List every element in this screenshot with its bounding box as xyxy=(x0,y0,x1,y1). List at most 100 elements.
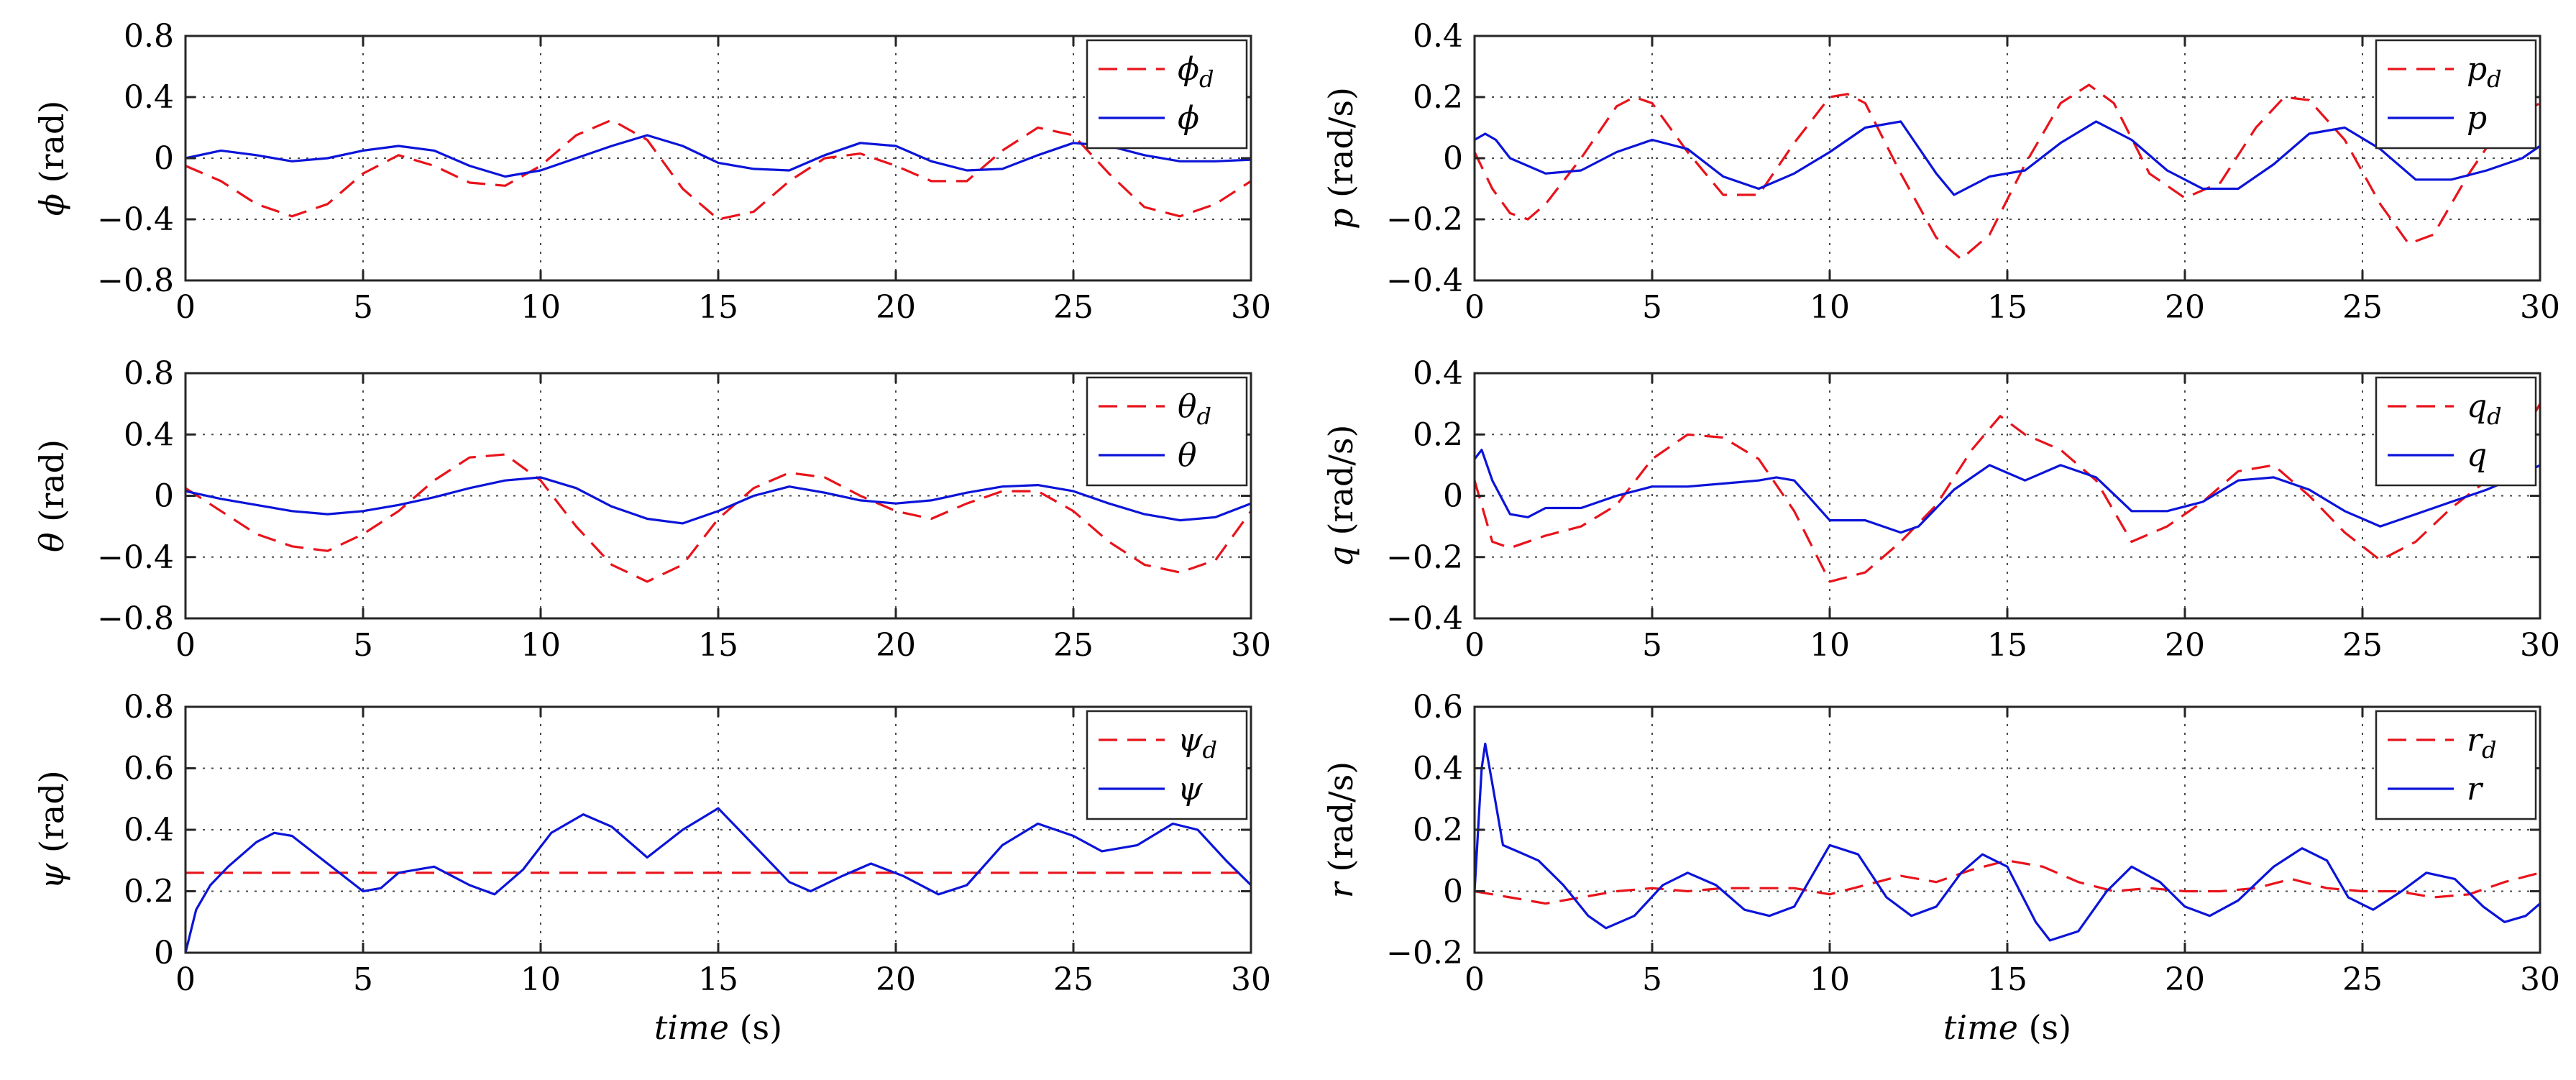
legend-subscript: d xyxy=(1197,403,1211,430)
x-tick-label: 0 xyxy=(175,627,196,664)
y-tick-label: −0.8 xyxy=(97,600,174,637)
legend-symbol: ψ xyxy=(1178,771,1203,807)
legend-label: pd xyxy=(2467,51,2502,93)
x-tick-label: 30 xyxy=(2520,961,2560,998)
series-line-psi-actual xyxy=(184,807,1252,953)
x-tick-label: 30 xyxy=(1231,961,1271,998)
series-line-phi-actual xyxy=(185,134,1252,178)
series-line-r-desired xyxy=(1474,859,2541,905)
legend: θdθ xyxy=(1086,376,1248,487)
y-axis-label: θ (rad) xyxy=(32,439,71,552)
y-tick-label: 0.4 xyxy=(124,812,174,848)
series-line-phi-desired xyxy=(185,119,1252,221)
x-tick-label: 5 xyxy=(353,289,373,326)
series-line-theta-desired xyxy=(185,453,1252,583)
x-axis-main: time xyxy=(1943,1008,2018,1047)
x-tick-label: 0 xyxy=(175,289,196,326)
legend-symbol: p xyxy=(2467,100,2487,137)
y-tick-label: 0 xyxy=(1443,478,1463,515)
legend-box xyxy=(1086,710,1248,820)
y-tick-label: −0.4 xyxy=(1386,600,1463,637)
y-tick-label: 0.2 xyxy=(124,874,174,910)
x-tick-label: 5 xyxy=(1642,961,1662,998)
legend: pdp xyxy=(2375,39,2537,150)
panel-q: 0 5 10 15 20 25 30−0.4−0.200.20.4q (rad/s)qdq xyxy=(1321,355,2560,664)
legend-label: q xyxy=(2467,437,2487,474)
x-tick-label: 0 xyxy=(1465,289,1485,326)
y-axis-symbol: ϕ xyxy=(32,193,71,216)
y-axis-label: ϕ (rad) xyxy=(32,101,71,216)
x-tick-label: 20 xyxy=(2165,627,2205,664)
y-axis-label: r (rad/s) xyxy=(1321,761,1360,898)
panel-theta: 0 5 10 15 20 25 30−0.8−0.400.40.8θ (rad)θdθ xyxy=(32,355,1271,664)
x-tick-label: 25 xyxy=(1053,289,1094,326)
legend-symbol: ϕ xyxy=(1178,100,1199,137)
legend-symbol: p xyxy=(2467,51,2487,88)
legend-symbol: r xyxy=(2467,722,2484,759)
x-tick-label: 0 xyxy=(1465,961,1485,998)
legend-label: p xyxy=(2467,100,2487,137)
y-axis-symbol: θ xyxy=(32,532,71,552)
y-tick-label: 0 xyxy=(1443,140,1463,177)
y-tick-label: 0.4 xyxy=(124,79,174,116)
y-tick-label: −0.4 xyxy=(97,539,174,576)
panel-r: 0 5 10 15 20 25 30−0.200.20.40.6r (rad/s)time … xyxy=(1321,689,2560,1047)
legend-symbol: q xyxy=(2467,388,2487,425)
x-axis-main: time xyxy=(654,1008,729,1047)
legend-label: rd xyxy=(2467,722,2497,764)
legend-subscript: d xyxy=(2487,65,2501,93)
x-tick-label: 5 xyxy=(353,627,373,664)
legend-label: ψ xyxy=(1178,771,1203,807)
y-axis-unit: (rad/s) xyxy=(1321,761,1360,882)
legend-symbol: ϕ xyxy=(1178,51,1199,88)
legend-label: θd xyxy=(1178,388,1211,430)
x-tick-label: 5 xyxy=(1642,627,1662,664)
y-tick-label: 0.2 xyxy=(1413,812,1463,848)
series-line-r-actual xyxy=(1473,742,2541,942)
y-axis-symbol: r xyxy=(1321,880,1360,898)
x-tick-label: 30 xyxy=(2520,289,2560,326)
legend-label: ϕd xyxy=(1178,51,1214,93)
x-axis-unit: (s) xyxy=(2018,1008,2071,1047)
x-tick-label: 10 xyxy=(1810,961,1850,998)
series-line-q-desired xyxy=(1473,403,2541,583)
x-tick-label: 15 xyxy=(1987,627,2027,664)
y-tick-label: 0.6 xyxy=(1413,689,1463,726)
legend-label: ψd xyxy=(1178,722,1217,764)
x-tick-label: 30 xyxy=(1231,627,1271,664)
y-axis-symbol: q xyxy=(1321,546,1360,567)
x-tick-label: 25 xyxy=(2342,289,2383,326)
legend-symbol: θ xyxy=(1178,388,1197,425)
y-tick-label: 0.2 xyxy=(1413,416,1463,453)
x-axis-label: time (s) xyxy=(1943,1008,2071,1047)
y-axis-unit: (rad/s) xyxy=(1321,87,1360,208)
x-tick-label: 15 xyxy=(698,289,738,326)
x-tick-label: 15 xyxy=(698,627,738,664)
y-axis-label: q (rad/s) xyxy=(1321,425,1360,567)
legend-label: θ xyxy=(1178,437,1197,474)
x-tick-label: 30 xyxy=(1231,289,1271,326)
legend-subscript: d xyxy=(2482,736,2496,764)
y-axis-label: p (rad/s) xyxy=(1321,87,1360,229)
y-tick-label: 0.8 xyxy=(124,689,174,726)
y-tick-label: 0.2 xyxy=(1413,79,1463,116)
legend: ψdψ xyxy=(1086,710,1248,820)
y-tick-label: 0.8 xyxy=(124,355,174,392)
y-tick-label: 0 xyxy=(154,140,174,177)
legend-label: ϕ xyxy=(1178,100,1199,137)
y-axis-unit: (rad) xyxy=(32,770,71,863)
legend: ϕdϕ xyxy=(1086,39,1248,150)
series-line-q-actual xyxy=(1473,448,2541,534)
x-tick-label: 20 xyxy=(2165,961,2205,998)
legend-box xyxy=(2375,710,2537,820)
legend: rdr xyxy=(2375,710,2537,820)
x-tick-label: 10 xyxy=(521,289,561,326)
series-line-theta-actual xyxy=(185,476,1252,525)
legend-box xyxy=(2375,39,2537,150)
legend-subscript: d xyxy=(1203,736,1217,764)
legend-symbol: ψ xyxy=(1178,722,1203,759)
series-line-p-actual xyxy=(1474,120,2541,196)
y-tick-label: 0.8 xyxy=(124,18,174,55)
y-tick-label: −0.2 xyxy=(1386,201,1463,238)
x-tick-label: 20 xyxy=(2165,289,2205,326)
